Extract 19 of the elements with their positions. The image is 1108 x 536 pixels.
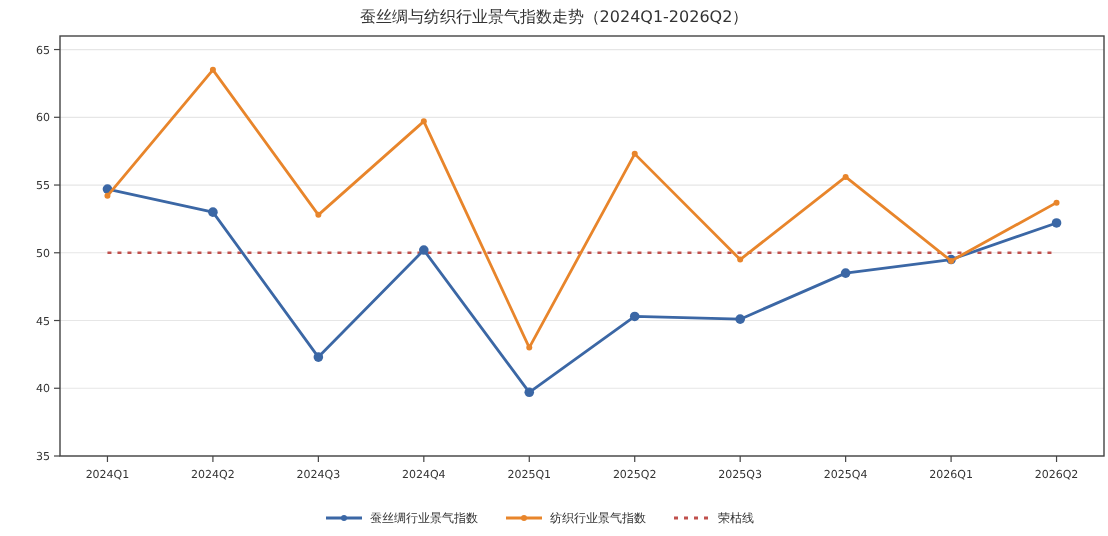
point [315,211,322,218]
point [840,268,851,278]
point [1051,218,1062,228]
point [209,66,216,73]
point [419,245,429,255]
point [1053,199,1060,206]
line-series [104,66,1060,351]
point [737,256,744,263]
point [526,344,533,351]
point [208,207,218,217]
point [629,311,640,322]
chart-title: 蚕丝绸与纺织行业景气指数走势（2024Q1-2026Q2） [359,8,749,26]
point [842,173,849,180]
point [524,387,535,398]
point [104,192,111,199]
point [420,118,427,125]
point [631,150,638,157]
point [735,314,745,324]
point [313,352,324,362]
